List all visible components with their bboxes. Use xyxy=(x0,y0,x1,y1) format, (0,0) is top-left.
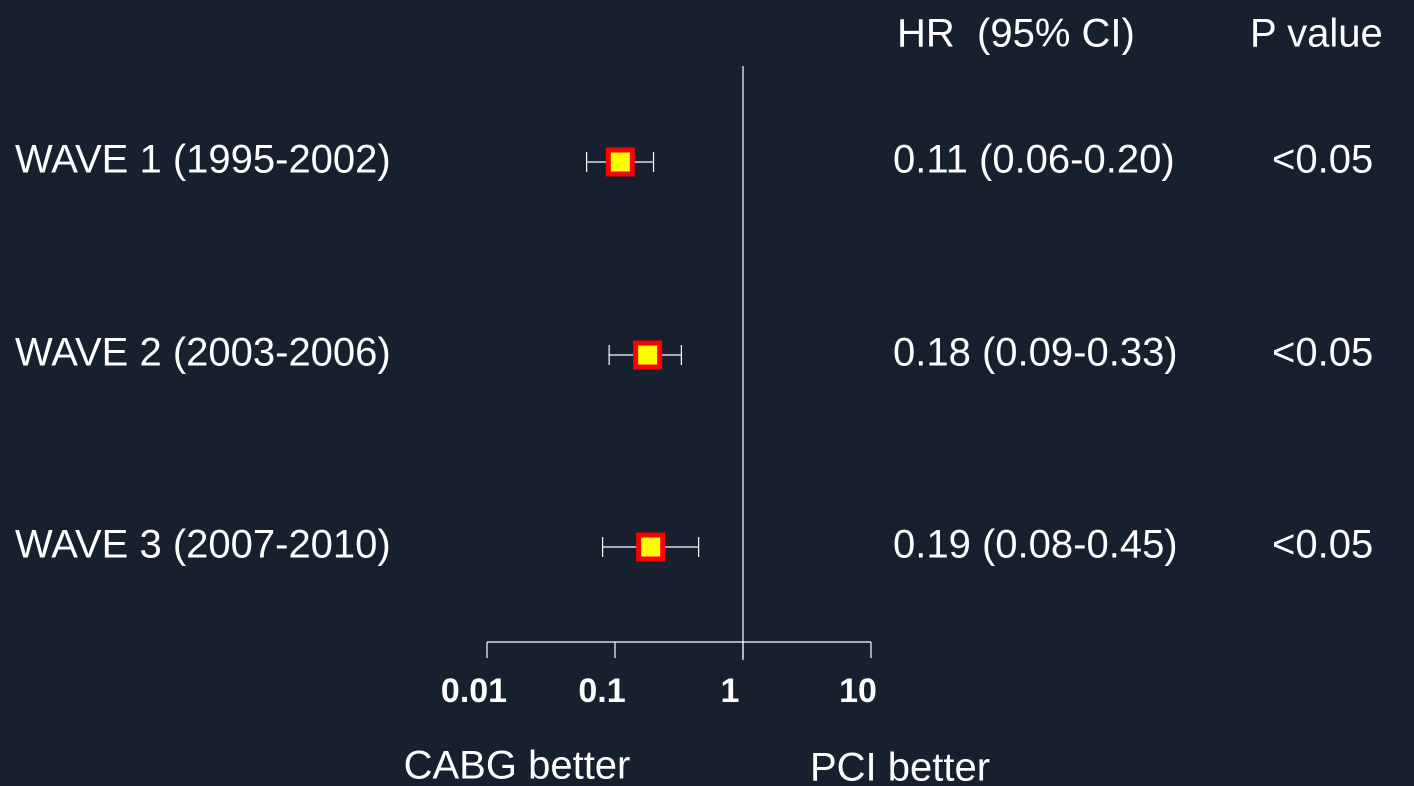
x-tick-label: 0.1 xyxy=(578,672,625,710)
row-label: WAVE 2 (2003-2006) xyxy=(15,331,391,375)
left-annotation: CABG better xyxy=(404,744,631,786)
p-header: P value xyxy=(1250,12,1383,56)
hr-label: 0.18 (0.09-0.33) xyxy=(893,331,1178,375)
row-label: WAVE 3 (2007-2010) xyxy=(15,523,391,567)
hr-label: 0.19 (0.08-0.45) xyxy=(893,523,1178,567)
x-tick-label: 1 xyxy=(721,672,740,710)
hr-marker xyxy=(605,147,635,177)
right-annotation: PCI better xyxy=(810,746,990,786)
p-value: <0.05 xyxy=(1272,331,1373,375)
hr-label: 0.11 (0.06-0.20) xyxy=(893,138,1175,182)
p-value: <0.05 xyxy=(1272,138,1373,182)
x-tick-label: 10 xyxy=(839,672,877,710)
row-label: WAVE 1 (1995-2002) xyxy=(15,138,391,182)
x-tick-label: 0.01 xyxy=(441,672,507,710)
p-value: <0.05 xyxy=(1272,523,1373,567)
hr-header: HR (95% CI) xyxy=(897,12,1135,56)
hr-marker xyxy=(636,532,666,562)
hr-marker xyxy=(633,340,663,370)
